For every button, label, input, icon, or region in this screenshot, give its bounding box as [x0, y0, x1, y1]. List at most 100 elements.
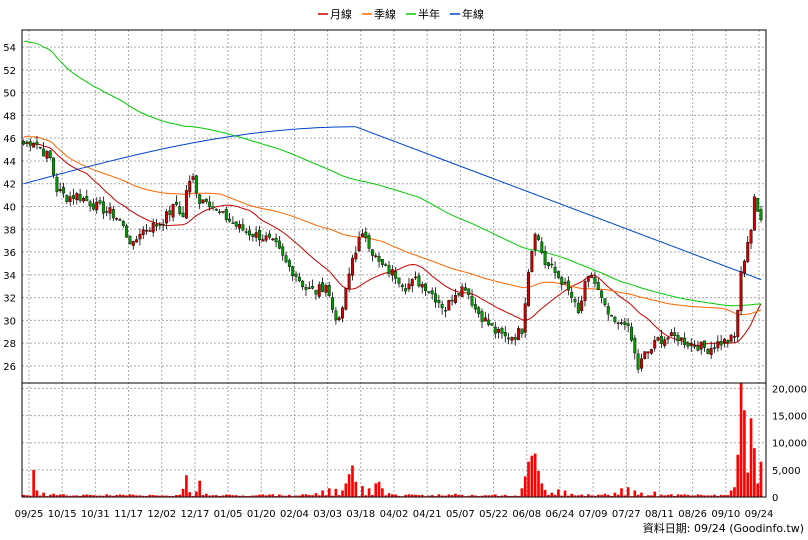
volume-bar [623, 495, 627, 497]
candle [527, 269, 530, 307]
volume-bar [205, 493, 208, 497]
candle [337, 316, 341, 322]
candle-body [457, 293, 461, 296]
legend-item-3: 半年 [406, 7, 440, 21]
candle [470, 289, 474, 308]
candle-body [430, 290, 434, 295]
candle [178, 201, 182, 216]
candle [440, 300, 444, 315]
volume-bar [85, 494, 89, 497]
candle [370, 248, 374, 262]
volume-bar [653, 491, 657, 497]
candle-body [434, 293, 437, 303]
candle-body [656, 337, 660, 341]
price-tick-label: 50 [3, 89, 16, 100]
candle [590, 272, 594, 278]
candle-body [729, 334, 733, 342]
candle-body [284, 255, 288, 263]
candle-body [261, 239, 265, 242]
candle [380, 259, 384, 268]
candle-body [145, 230, 149, 232]
candle-body [251, 234, 255, 237]
candle-body [723, 338, 726, 344]
candle [570, 286, 574, 303]
candle [384, 262, 388, 267]
candle [663, 336, 667, 349]
candle-body [693, 345, 697, 347]
volume-bar [334, 488, 338, 497]
volume-bar [729, 490, 733, 497]
volume-bar [32, 469, 35, 497]
volume-bar [410, 494, 414, 497]
candle [341, 305, 344, 323]
candle [699, 341, 703, 355]
candle-body [291, 266, 295, 277]
candle [307, 281, 311, 289]
candle-body [351, 257, 354, 276]
volume-bar [125, 495, 128, 497]
volume-bar [25, 495, 29, 497]
candle [623, 317, 627, 330]
x-tick-label: 06/08 [512, 509, 541, 520]
volume-bar [185, 475, 188, 497]
candle [267, 230, 271, 240]
candle-body [626, 323, 630, 326]
candle [184, 184, 188, 220]
volume-bar [178, 494, 182, 497]
candle [91, 198, 95, 211]
candle-body [696, 345, 700, 351]
candle [600, 289, 604, 304]
candle [517, 325, 521, 341]
volume-bar [719, 494, 723, 497]
volume-bar [55, 495, 59, 497]
candle [523, 297, 527, 338]
candle-body [241, 224, 245, 231]
candle [703, 340, 707, 352]
candle-body [537, 235, 540, 240]
candle-body [630, 326, 633, 341]
candle-body [563, 281, 567, 284]
volume-bar [467, 495, 471, 497]
candle-body [543, 251, 547, 265]
candle-body [397, 277, 401, 284]
volume-bar [254, 495, 258, 497]
volume-bar [699, 494, 703, 497]
candle-body [533, 233, 537, 250]
volume-bar [706, 495, 710, 497]
candle [626, 318, 630, 333]
candle-body [42, 148, 46, 157]
candle-body [679, 337, 683, 340]
candle [75, 192, 79, 205]
candle-body [304, 287, 308, 290]
candle-body [234, 221, 238, 227]
candle-body [135, 239, 139, 243]
candle [311, 279, 315, 290]
volume-bar [75, 495, 79, 497]
volume-bar [716, 495, 720, 497]
volume-bar [444, 495, 447, 497]
candle-body [52, 157, 56, 176]
candle [188, 175, 192, 198]
candle-body [540, 241, 544, 253]
candle-body [155, 224, 158, 227]
price-tick-label: 36 [3, 248, 16, 259]
candle [248, 225, 251, 241]
candle [334, 307, 338, 325]
volume-bar [102, 495, 105, 497]
volume-bar [507, 495, 510, 497]
volume-tick-label: 0 [772, 493, 778, 504]
volume-bar [112, 495, 115, 497]
volume-bar [155, 495, 158, 497]
candle [483, 311, 487, 322]
candle [467, 288, 471, 300]
candle-body [161, 223, 165, 226]
candlesticks [22, 136, 763, 374]
volume-bar [736, 454, 740, 497]
candle-body [676, 335, 680, 342]
candle [331, 292, 335, 313]
volume-bar [317, 495, 321, 497]
candle-body [28, 141, 32, 146]
candle-body [500, 327, 504, 334]
candle [686, 341, 690, 350]
candle [553, 261, 557, 279]
